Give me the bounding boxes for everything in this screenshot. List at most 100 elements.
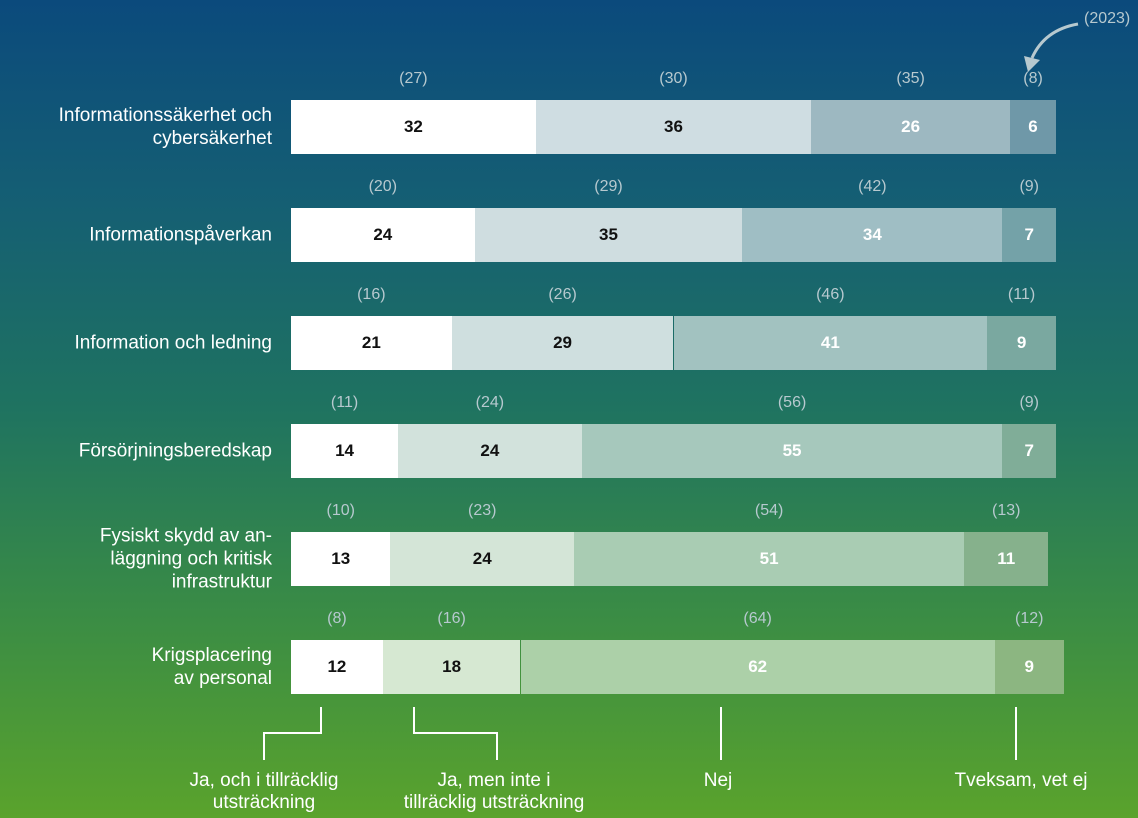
- bar-segment: 62: [520, 640, 995, 694]
- prev-year-value-label: (56): [777, 394, 807, 411]
- bar-segment: 9: [987, 316, 1056, 370]
- category-label: Fysiskt skydd av an-läggning och kritisk…: [0, 525, 272, 594]
- category-label: Informationspåverkan: [0, 224, 272, 247]
- legend-connectors: [263, 707, 1017, 760]
- bar-value-label: 14: [335, 441, 354, 460]
- bar-value-label: 9: [1016, 333, 1027, 352]
- bar-value-label: 7: [1024, 225, 1034, 244]
- category-label-line: Fysiskt skydd av an-: [99, 525, 272, 547]
- prev-year-value-label: (64): [743, 610, 772, 627]
- bar-segment: 9: [994, 640, 1064, 694]
- prev-year-value-label: (26): [548, 286, 577, 303]
- prev-year-value-label: (13): [992, 502, 1021, 519]
- legend-category-label: Ja, och i tillräcklig utsträckning: [190, 770, 339, 814]
- category-label: Försörjningsberedskap: [0, 440, 272, 463]
- prev-year-value-label: (12): [1014, 610, 1044, 627]
- prev-year-value-label: (24): [475, 394, 505, 411]
- prev-year-value-label: (23): [468, 502, 497, 519]
- category-label-line: Krigsplacering: [151, 645, 272, 666]
- legend-connector-line: [263, 707, 322, 760]
- legend-label-line: Tveksam, vet ej: [954, 770, 1088, 791]
- bar-value-label: 29: [553, 333, 573, 352]
- legend-label-line: Ja, och i tillräcklig: [189, 770, 339, 791]
- legend-label-line: tillräcklig utsträckning: [403, 792, 585, 813]
- bar-segment: 51: [574, 532, 965, 586]
- prev-year-value-label: (46): [816, 286, 845, 303]
- legend-category-label: Nej: [704, 770, 733, 792]
- bar-value-label: 12: [327, 657, 347, 676]
- bar-segment: 18: [382, 640, 521, 694]
- bar-value-label: 13: [331, 549, 351, 568]
- prev-year-value-label: (16): [357, 286, 386, 303]
- prev-year-value-label: (9): [1019, 394, 1039, 411]
- prev-year-value-label: (35): [896, 70, 925, 87]
- bar-segment: 29: [451, 316, 674, 370]
- bar-segment: 41: [673, 316, 988, 370]
- prev-year-value-label: (8): [1023, 70, 1043, 87]
- category-label-line: Informationssäkerhet och: [58, 105, 272, 126]
- prev-year-value-label: (10): [326, 502, 355, 519]
- legend-category-label: Ja, men inte i tillräcklig utsträckning: [404, 770, 585, 814]
- bar-segment: 24: [291, 208, 475, 262]
- prev-year-value-label: (54): [754, 502, 784, 519]
- bar-value-label: 51: [759, 549, 779, 568]
- bar-value-label: 41: [820, 333, 840, 352]
- bar-segment: 55: [581, 424, 1003, 478]
- bar-segment: 12: [291, 640, 383, 694]
- category-label-line: läggning och kritisk: [110, 548, 272, 570]
- bar-segment: 7: [1002, 424, 1056, 478]
- category-label-line: Informationspåverkan: [89, 224, 272, 246]
- bar-value-label: 34: [862, 225, 882, 244]
- prev-year-value-label: (42): [858, 178, 887, 195]
- bar-value-label: 26: [901, 117, 921, 136]
- category-label: Informationssäkerhet och cybersäkerhet: [0, 104, 272, 150]
- bar-value-label: 24: [373, 225, 393, 244]
- prev-year-value-label: (30): [659, 70, 688, 87]
- year-label: (2023): [1084, 10, 1131, 27]
- bar-value-label: 62: [748, 657, 768, 676]
- category-label-line: cybersäkerhet: [152, 128, 272, 149]
- prev-year-value-label: (9): [1019, 178, 1039, 195]
- legend-label-line: Nej: [703, 770, 733, 791]
- legend-label-line: utsträckning: [212, 792, 316, 813]
- bar-value-label: 21: [361, 333, 381, 352]
- bar-value-label: 36: [664, 117, 683, 136]
- prev-year-value-label: (27): [399, 70, 428, 87]
- bar-segment: 35: [474, 208, 743, 262]
- bar-value-label: 24: [472, 549, 492, 568]
- bar-segment: 7: [1002, 208, 1056, 262]
- prev-year-value-label: (8): [327, 610, 347, 627]
- bar-value-label: 55: [782, 441, 802, 460]
- bar-value-label: 24: [480, 441, 500, 460]
- bar-segment: 24: [390, 532, 575, 586]
- legend-category-label: Tveksam, vet ej: [954, 770, 1087, 792]
- bar-value-label: 32: [403, 117, 423, 136]
- prev-year-value-label: (16): [437, 610, 466, 627]
- category-label-line: av personal: [173, 668, 272, 689]
- year-arrow-icon: [1030, 22, 1079, 59]
- prev-year-value-label: (20): [368, 178, 398, 195]
- bar-segment: 36: [535, 100, 812, 154]
- bar-segment: 26: [811, 100, 1011, 154]
- bar-segment: 13: [291, 532, 391, 586]
- bar-segment: 11: [964, 532, 1049, 586]
- bar-value-label: 35: [599, 225, 618, 244]
- category-label-line: Försörjningsberedskap: [78, 440, 272, 462]
- bar-value-label: 18: [442, 657, 462, 676]
- bar-segment: 21: [291, 316, 452, 370]
- bar-value-label: 6: [1028, 117, 1038, 136]
- category-label: Information och ledning: [0, 332, 272, 355]
- year-arrowhead-icon: [1024, 56, 1040, 72]
- legend-label-line: Ja, men inte i: [437, 770, 551, 791]
- bar-segment: 32: [291, 100, 536, 154]
- bar-value-label: 7: [1024, 441, 1034, 460]
- category-label-line: infrastruktur: [171, 571, 272, 593]
- prev-year-value-label: (11): [1007, 286, 1036, 303]
- bar-value-label: 11: [997, 549, 1016, 568]
- bar-segment: 14: [291, 424, 399, 478]
- bar-segment: 34: [742, 208, 1003, 262]
- prev-year-value-label: (29): [594, 178, 623, 195]
- bar-value-label: 9: [1024, 657, 1034, 676]
